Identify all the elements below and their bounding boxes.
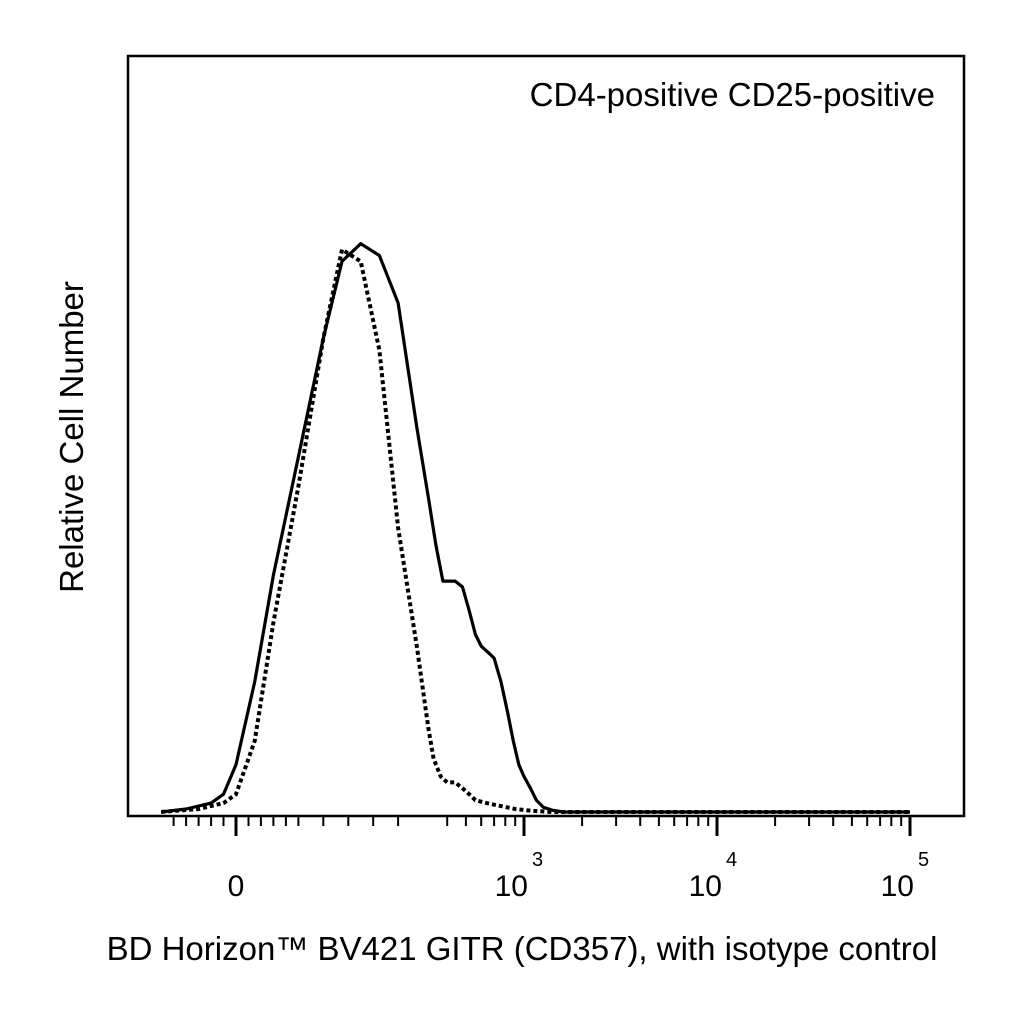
x-tick-label-1e4: 10 bbox=[689, 870, 722, 903]
x-tick-label-1e3: 10 bbox=[495, 870, 528, 903]
x-tick-label-0: 0 bbox=[228, 870, 245, 903]
x-tick-exp-1e3: 3 bbox=[532, 849, 543, 871]
x-major-ticks bbox=[234, 816, 912, 836]
plot-annotation: CD4-positive CD25-positive bbox=[530, 76, 935, 113]
x-tick-label-1e5: 10 bbox=[881, 870, 914, 903]
x-minor-ticks bbox=[172, 816, 903, 826]
x-tick-exp-1e5: 5 bbox=[918, 849, 929, 871]
y-axis-title: Relative Cell Number bbox=[53, 281, 90, 593]
plot-frame bbox=[126, 54, 966, 818]
series-gitr-histogram bbox=[161, 242, 910, 814]
series-isotype-control-histogram bbox=[161, 246, 910, 814]
x-axis-title: BD Horizon™ BV421 GITR (CD357), with iso… bbox=[107, 930, 938, 967]
x-tick-exp-1e4: 4 bbox=[726, 849, 737, 871]
